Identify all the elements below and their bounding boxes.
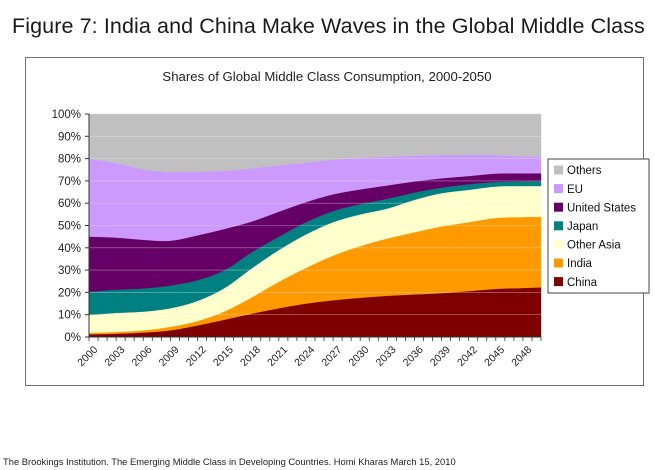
x-tick-label: 2006	[130, 344, 155, 369]
x-tick-label: 2045	[482, 344, 507, 369]
x-tick-label: 2027	[319, 344, 344, 369]
legend-swatch	[554, 239, 563, 249]
legend-item-united-states: United States	[554, 202, 636, 214]
x-tick-label: 2048	[509, 344, 534, 369]
y-tick-label: 30%	[58, 265, 81, 277]
legend-box	[547, 158, 650, 294]
legend-swatch	[554, 277, 563, 287]
y-tick-label: 0%	[64, 332, 81, 344]
x-tick-label: 2003	[102, 344, 127, 369]
figure-title: Figure 7: India and China Make Waves in …	[12, 14, 645, 38]
x-axis: 2000 2003 2006 2009 2012 2015 2018 2021 2024 2027…	[75, 336, 542, 369]
y-tick-label: 60%	[58, 198, 81, 210]
x-tick-label: 2000	[75, 344, 100, 369]
chart-title: Shares of Global Middle Class Consumptio…	[162, 69, 491, 84]
legend-label: Other Asia	[567, 240, 621, 252]
legend-label: China	[567, 277, 598, 289]
legend-label: Japan	[567, 221, 598, 233]
x-tick-label: 2009	[157, 344, 182, 369]
x-tick-label: 2039	[428, 344, 453, 369]
area-layers	[88, 113, 542, 338]
y-tick-label: 100%	[52, 109, 81, 121]
x-tick-label: 2015	[211, 344, 236, 369]
x-tick-label: 2042	[455, 344, 480, 369]
x-tick-label: 2033	[374, 344, 399, 369]
legend-swatch	[554, 258, 563, 268]
y-tick-label: 70%	[58, 176, 81, 188]
x-tick-label: 2018	[238, 344, 263, 369]
legend-item-eu: EU	[554, 184, 583, 196]
legend-swatch	[554, 165, 563, 175]
x-tick-label: 2012	[184, 344, 209, 369]
y-tick-label: 90%	[58, 131, 81, 143]
x-tick-label: 2030	[347, 344, 372, 369]
legend-swatch	[554, 202, 563, 212]
legend-label: United States	[567, 202, 636, 214]
legend-item-china: China	[554, 277, 598, 289]
legend-label: India	[567, 258, 593, 270]
legend-item-others: Others	[554, 165, 602, 177]
x-tick-label: 2036	[401, 344, 426, 369]
legend-item-other-asia: Other Asia	[554, 240, 621, 252]
y-tick-label: 10%	[58, 310, 81, 322]
legend-item-japan: Japan	[554, 221, 598, 233]
legend-swatch	[554, 221, 563, 231]
y-tick-label: 20%	[58, 287, 81, 299]
legend-swatch	[554, 184, 563, 194]
x-tick-label: 2021	[265, 344, 290, 369]
y-tick-label: 50%	[58, 221, 81, 233]
legend: Others EU United States Japan Other Asia Indi…	[547, 158, 650, 294]
source-footer: The Brookings Institution. The Emerging …	[3, 456, 456, 467]
y-axis: 0% 10% 20% 30% 40% 50% 60% 70% 80% 90% 100%	[52, 109, 90, 344]
legend-item-india: India	[554, 258, 593, 270]
gridlines	[89, 113, 541, 316]
y-tick-label: 80%	[58, 154, 81, 166]
legend-label: Others	[567, 165, 602, 177]
x-tick-label: 2024	[292, 344, 317, 369]
y-tick-label: 40%	[58, 243, 81, 255]
legend-label: EU	[567, 184, 583, 196]
